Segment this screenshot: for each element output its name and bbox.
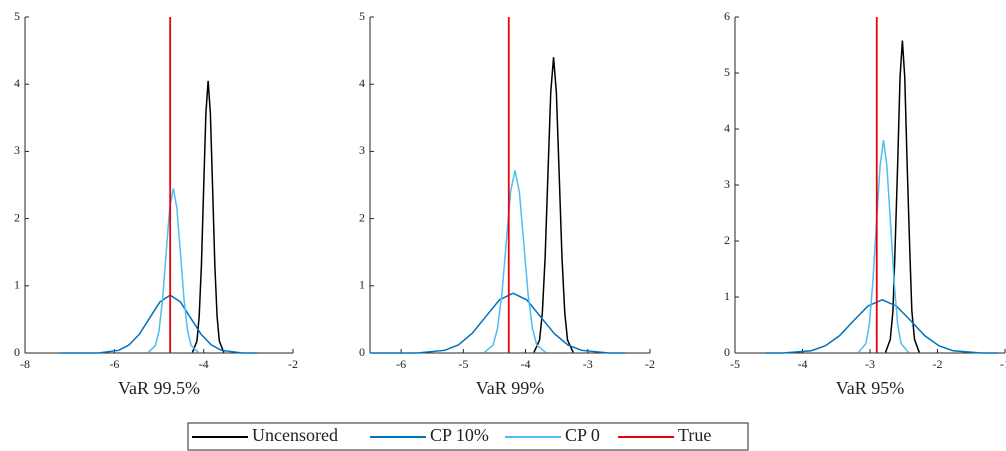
y-tick-label: 5 bbox=[359, 9, 365, 23]
x-tick-label: -4 bbox=[199, 357, 209, 371]
x-tick-label: -8 bbox=[20, 357, 30, 371]
y-tick-label: 1 bbox=[14, 278, 20, 292]
x-tick-label: -6 bbox=[109, 357, 119, 371]
legend-label: CP 0 bbox=[565, 425, 600, 445]
y-tick-label: 2 bbox=[724, 233, 730, 247]
density-line bbox=[370, 292, 626, 354]
x-tick-label: -6 bbox=[396, 357, 406, 371]
density-line bbox=[147, 188, 199, 353]
x-tick-label: -1 bbox=[1000, 357, 1006, 371]
y-tick-label: 0 bbox=[359, 345, 365, 359]
y-tick-label: 3 bbox=[724, 177, 730, 191]
density-line bbox=[857, 140, 910, 353]
legend-label: Uncensored bbox=[252, 425, 338, 445]
x-tick-label: -2 bbox=[645, 357, 655, 371]
y-tick-label: 5 bbox=[724, 65, 730, 79]
y-tick-label: 0 bbox=[724, 345, 730, 359]
density-line bbox=[60, 294, 258, 354]
x-tick-label: -2 bbox=[288, 357, 298, 371]
y-tick-label: 1 bbox=[724, 289, 730, 303]
y-tick-label: 4 bbox=[14, 76, 20, 90]
x-axis-label: VaR 99% bbox=[476, 378, 545, 398]
y-tick-label: 2 bbox=[359, 210, 365, 224]
x-tick-label: -3 bbox=[865, 357, 875, 371]
y-tick-label: 2 bbox=[14, 210, 20, 224]
y-tick-label: 0 bbox=[14, 345, 20, 359]
x-tick-label: -4 bbox=[521, 357, 531, 371]
y-tick-label: 1 bbox=[359, 278, 365, 292]
y-tick-label: 3 bbox=[14, 143, 20, 157]
density-line bbox=[884, 40, 920, 353]
density-line bbox=[191, 80, 225, 353]
x-tick-label: -5 bbox=[458, 357, 468, 371]
y-tick-label: 3 bbox=[359, 143, 365, 157]
x-axis-label: VaR 99.5% bbox=[118, 378, 200, 398]
legend-label: True bbox=[678, 425, 711, 445]
legend-label: CP 10% bbox=[430, 425, 489, 445]
density-line bbox=[484, 170, 546, 353]
x-tick-label: -5 bbox=[730, 357, 740, 371]
y-tick-label: 4 bbox=[724, 121, 730, 135]
x-tick-label: -3 bbox=[583, 357, 593, 371]
x-tick-label: -4 bbox=[798, 357, 808, 371]
x-tick-label: -2 bbox=[933, 357, 943, 371]
y-tick-label: 4 bbox=[359, 76, 365, 90]
density-line bbox=[533, 57, 574, 353]
y-tick-label: 6 bbox=[724, 9, 730, 23]
y-tick-label: 5 bbox=[14, 9, 20, 23]
x-axis-label: VaR 95% bbox=[836, 378, 905, 398]
density-line bbox=[765, 298, 999, 354]
